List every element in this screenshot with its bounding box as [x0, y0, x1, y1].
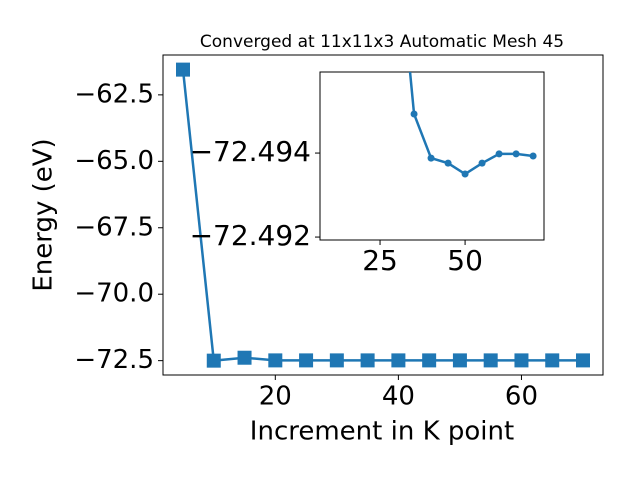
marker: [478, 159, 486, 167]
y-tick-label: −65.0: [74, 146, 154, 176]
y-tick-label: −62.5: [74, 79, 154, 109]
x-axis-label: Increment in K point: [250, 417, 514, 447]
marker: [545, 353, 560, 368]
x-tick-label: 60: [505, 382, 538, 412]
marker: [206, 353, 221, 368]
marker: [176, 62, 190, 77]
plot-area: [319, 71, 545, 241]
series-group: [408, 72, 537, 178]
marker: [329, 353, 344, 368]
x-tick-label: 25: [362, 244, 398, 277]
y-tick-label: −72.5: [74, 345, 154, 375]
marker: [422, 353, 437, 368]
marker: [237, 350, 252, 365]
y-tick-label: −72.492: [190, 219, 311, 252]
marker: [391, 353, 406, 368]
chart-title: Converged at 11x11x3 Automatic Mesh 45: [200, 32, 564, 52]
marker: [427, 154, 435, 162]
marker: [452, 353, 467, 368]
marker: [410, 110, 418, 118]
marker: [512, 150, 520, 158]
x-tick-label: 20: [259, 382, 292, 412]
x-tick-label: 50: [447, 244, 483, 277]
marker: [529, 152, 537, 160]
y-tick-label: −72.494: [190, 135, 311, 168]
y-axis-label: Energy (eV): [29, 138, 59, 291]
y-tick-label: −70.0: [74, 279, 154, 309]
marker: [299, 353, 314, 368]
y-tick-label: −67.5: [74, 212, 154, 242]
marker: [483, 353, 498, 368]
marker: [461, 170, 469, 178]
plot-area: [162, 54, 604, 376]
marker: [444, 159, 452, 167]
marker: [268, 353, 283, 368]
marker: [514, 353, 529, 368]
marker: [495, 150, 503, 158]
series-group: [176, 62, 590, 368]
x-tick-label: 40: [382, 382, 415, 412]
marker: [576, 353, 590, 368]
marker: [360, 353, 375, 368]
